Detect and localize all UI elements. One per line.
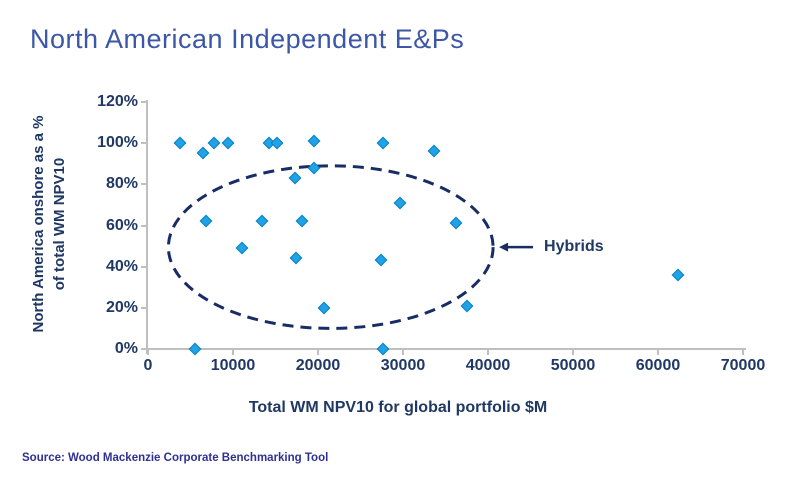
y-tick-mark <box>141 142 148 145</box>
x-tick-mark <box>487 350 489 355</box>
x-tick-mark <box>147 350 149 355</box>
x-tick-label: 50000 <box>550 357 596 374</box>
y-axis-title-line1: North America onshore as a % <box>30 115 47 333</box>
y-axis-line <box>146 100 148 354</box>
x-tick-label: 30000 <box>380 357 426 374</box>
y-tick-label: 120% <box>97 93 138 110</box>
x-tick-label: 40000 <box>465 357 511 374</box>
hybrids-ellipse-annotation <box>166 164 534 330</box>
x-tick-label: 10000 <box>210 357 256 374</box>
x-axis-line <box>145 348 746 350</box>
x-tick-mark <box>657 350 659 355</box>
source-text: Source: Wood Mackenzie Corporate Benchma… <box>22 452 329 464</box>
annotation-label: Hybrids <box>544 238 604 256</box>
y-tick-label: 40% <box>105 257 138 275</box>
x-tick-mark <box>402 350 404 355</box>
y-tick-mark <box>141 348 148 350</box>
x-tick-label: 70000 <box>720 357 766 374</box>
y-tick-label: 60% <box>105 216 138 234</box>
page-title: North American Independent E&Ps <box>30 24 465 54</box>
y-tick-mark <box>141 224 148 227</box>
x-tick-mark <box>742 350 744 355</box>
y-tick-mark <box>141 101 148 103</box>
x-axis-title: Total WM NPV10 for global portfolio $M <box>248 399 548 416</box>
x-tick-mark <box>317 350 319 355</box>
x-tick-mark <box>572 350 574 355</box>
y-tick-mark <box>141 265 148 268</box>
y-tick-mark <box>141 306 148 309</box>
x-tick-mark <box>232 350 234 355</box>
y-tick-label: 80% <box>105 175 138 193</box>
y-tick-label: 20% <box>105 298 138 316</box>
y-tick-mark <box>141 183 148 186</box>
y-tick-label: 0% <box>114 340 138 357</box>
x-tick-label: 60000 <box>635 357 681 374</box>
y-tick-label: 100% <box>97 134 138 152</box>
x-tick-label: 20000 <box>295 357 341 374</box>
x-tick-label: 0 <box>143 357 153 374</box>
plot-area <box>148 102 743 356</box>
